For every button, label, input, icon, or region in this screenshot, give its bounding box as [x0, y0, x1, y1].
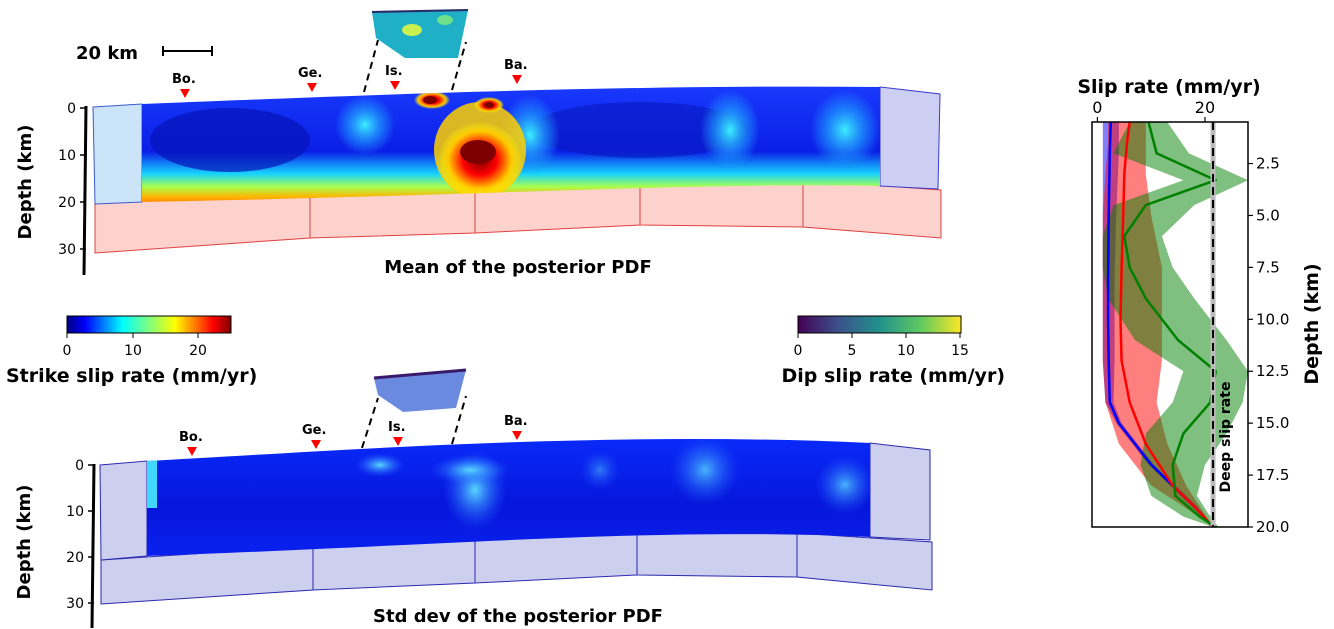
- mean-title: Mean of the posterior PDF: [384, 257, 651, 278]
- dip-colorbar-tick: 0: [794, 343, 803, 359]
- marker-is: Is.: [385, 64, 403, 79]
- marker-bo: Bo.: [179, 430, 203, 445]
- scale-bar-label: 20 km: [76, 43, 138, 64]
- deep-slip-rate-label: Deep slip rate: [1218, 382, 1234, 493]
- std-markers: Bo. Ge. Is. Ba.: [179, 414, 528, 456]
- profile-ytick-label: 15.0: [1256, 414, 1289, 432]
- dip-colorbar-label: Dip slip rate (mm/yr): [782, 365, 1005, 387]
- strike-colorbar-tick: 10: [124, 343, 142, 359]
- profile-title: Slip rate (mm/yr): [1077, 76, 1260, 98]
- std-ytick: 30: [66, 596, 84, 612]
- marker-ge: Ge.: [302, 423, 326, 438]
- profile-lines: [1106, 121, 1217, 529]
- scale-bar: 20 km: [76, 43, 213, 64]
- mean-ytick: 20: [58, 195, 76, 211]
- mean-depth-axis: 0 10 20 30 Depth (km): [15, 101, 88, 276]
- marker-ba: Ba.: [504, 414, 528, 429]
- mean-ytick: 10: [58, 148, 76, 164]
- strike-colorbar-label: Strike slip rate (mm/yr): [6, 365, 257, 387]
- profile-xtick-label: 0: [1092, 98, 1102, 117]
- profile-ytick-label: 12.5: [1256, 362, 1289, 380]
- dip-colorbar-tick: 15: [951, 343, 969, 359]
- marker-ba: Ba.: [504, 58, 528, 73]
- mean-markers: Bo. Ge. Is. Ba.: [172, 58, 528, 98]
- profile-ylabel: Depth (km): [1301, 263, 1323, 384]
- std-title: Std dev of the posterior PDF: [373, 606, 663, 627]
- profile-frame: [1091, 121, 1249, 528]
- dip-colorbar-tick: 10: [897, 343, 915, 359]
- profile-ytick-label: 2.5: [1256, 155, 1280, 173]
- std-inset-mesh: [361, 368, 467, 449]
- marker-ge: Ge.: [298, 66, 322, 81]
- mean-inset-mesh: [363, 9, 469, 93]
- dip-colorbar: 0 5 10 15 Dip slip rate (mm/yr): [782, 315, 1005, 387]
- profile-y-axis: 2.5 5.0 7.5 10.0 12.5 15.0 17.5 20.0: [1248, 155, 1289, 536]
- profile-xtick-label: 20: [1195, 98, 1215, 117]
- marker-is: Is.: [388, 420, 406, 435]
- profile-ytick-label: 5.0: [1256, 206, 1280, 224]
- dip-colorbar-tick: 5: [848, 343, 857, 359]
- profile-ytick-label: 20.0: [1256, 518, 1289, 536]
- mean-panel: 20 km: [15, 9, 942, 278]
- std-ylabel: Depth (km): [14, 485, 35, 600]
- profile-reference: Deep slip rate: [1210, 122, 1234, 527]
- std-depth-axis: 0 10 20 30 Depth (km): [14, 458, 96, 629]
- strike-colorbar: 0 10 20 Strike slip rate (mm/yr): [6, 315, 257, 387]
- std-ytick: 10: [66, 504, 84, 520]
- profile-ytick-label: 10.0: [1256, 310, 1289, 328]
- profile-line-2: [1123, 121, 1217, 529]
- profile-ytick-label: 7.5: [1256, 258, 1280, 276]
- profile-ytick-label: 17.5: [1256, 466, 1289, 484]
- marker-bo: Bo.: [172, 72, 196, 87]
- std-ytick: 0: [75, 458, 84, 474]
- mean-ylabel: Depth (km): [15, 125, 36, 240]
- mean-ytick: 30: [58, 242, 76, 258]
- profile-plot: Slip rate (mm/yr) Deep slip rate 0 20 2.5…: [1077, 76, 1323, 536]
- strike-colorbar-tick: 20: [189, 343, 207, 359]
- strike-colorbar-tick: 0: [63, 343, 72, 359]
- mean-ytick: 0: [67, 101, 76, 117]
- profile-line-1: [1119, 121, 1214, 528]
- profile-x-axis: 0 20: [1092, 98, 1215, 122]
- std-panel: Bo. Ge. Is. Ba. 0 10 20 30 Depth (km) St…: [14, 368, 933, 629]
- std-ytick: 20: [66, 550, 84, 566]
